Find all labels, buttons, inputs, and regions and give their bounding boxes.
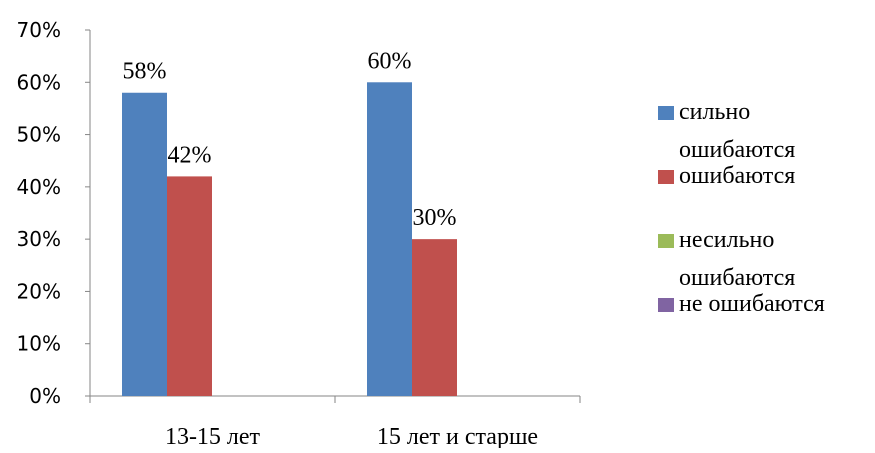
legend-label-line: несильно xyxy=(679,227,774,253)
legend-label: не ошибаются xyxy=(679,291,825,317)
data-label: 30% xyxy=(413,205,457,231)
y-tick-label: 40% xyxy=(17,175,61,199)
bar xyxy=(367,82,412,397)
legend-swatch xyxy=(658,234,674,248)
legend-label-line: не ошибаются xyxy=(679,291,825,317)
y-tick-label: 20% xyxy=(17,279,61,303)
y-tick-label: 60% xyxy=(17,70,61,94)
legend-label-line: ошибаются xyxy=(679,163,795,189)
bars xyxy=(122,82,457,397)
bar xyxy=(167,176,212,396)
y-tick-label: 10% xyxy=(17,332,61,356)
bar xyxy=(122,92,167,396)
legend-label: сильно ошибаются xyxy=(679,99,795,163)
x-tick-label: 15 лет и старше xyxy=(377,424,538,448)
x-tick-label: 13-15 лет xyxy=(165,424,261,448)
data-labels: 58% 60% 42% 30% xyxy=(123,48,457,231)
legend-swatch xyxy=(658,298,674,312)
legend-label: несильно ошибаются xyxy=(679,227,795,291)
y-axis: 0% 10% 20% 30% 40% 50% 60% 70% xyxy=(17,18,91,408)
legend-label: ошибаются xyxy=(679,163,795,189)
data-label: 42% xyxy=(168,142,212,168)
legend-label-line: сильно xyxy=(679,99,750,125)
legend-label-line: ошибаются xyxy=(679,137,795,163)
legend-swatch xyxy=(658,106,674,120)
x-axis: 13-15 лет 15 лет и старше xyxy=(89,395,581,450)
data-label: 60% xyxy=(368,48,412,74)
legend-swatch xyxy=(658,170,674,184)
bar xyxy=(412,239,457,396)
y-tick-label: 50% xyxy=(17,123,61,147)
legend-label-line: ошибаются xyxy=(679,265,795,291)
y-tick-label: 30% xyxy=(17,227,61,251)
data-label: 58% xyxy=(123,59,167,85)
y-tick-label: 0% xyxy=(29,384,61,408)
y-tick-label: 70% xyxy=(17,18,61,42)
